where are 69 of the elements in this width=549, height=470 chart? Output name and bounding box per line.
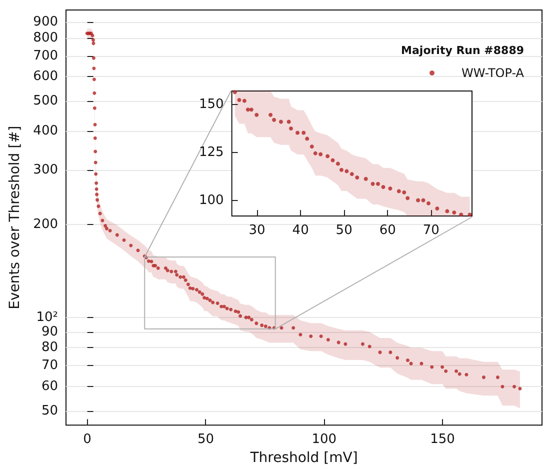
point [242,98,246,103]
point [296,130,300,135]
y-tick-label: 90 [41,324,58,340]
x-tick-label: 50 [336,223,352,238]
point [286,120,291,124]
x-tick-label: 100 [312,432,337,448]
point [435,206,440,210]
x-tick-label: 60 [379,223,396,238]
x-tick-label: 40 [292,223,309,238]
point [336,162,340,166]
y-tick-label: 125 [198,145,224,160]
point [468,212,472,217]
point [254,112,259,117]
legend-label: WW-TOP-A [462,66,525,80]
y-tick-label: 50 [41,403,58,418]
y-tick-label: 700 [33,48,58,64]
point [326,154,330,158]
point [364,176,368,181]
point [388,186,392,190]
x-tick-label: 0 [83,432,92,448]
y-tick-label: 500 [33,94,58,109]
x-tick-label: 150 [430,432,455,448]
y-tick-label: 150 [198,96,224,112]
y-tick-label: 70 [41,358,58,374]
point [344,169,349,174]
point [268,112,273,117]
point [302,130,306,135]
point [396,189,401,194]
point [370,182,375,186]
point [237,98,242,102]
point [350,172,354,176]
point [330,158,335,162]
y-tick-label: 600 [33,69,58,84]
y-tick-label: 100 [198,193,224,208]
point [232,90,237,94]
point [416,198,420,202]
point [249,108,254,112]
point [310,144,314,149]
point [406,196,410,200]
point [339,168,344,172]
y-tick-label: 60 [41,378,58,394]
point [318,152,323,156]
point [381,184,386,189]
point [288,126,293,130]
point [278,120,283,124]
point [355,176,360,180]
point [376,182,380,186]
y-tick-label: 80 [41,340,58,356]
point [452,210,456,215]
point [246,108,250,112]
y-tick-label: 900 [33,14,58,30]
y-tick-label: 200 [33,216,58,232]
point [421,198,426,202]
point [426,201,430,206]
legend-title: Majority Run #8889 [401,44,524,57]
x-tick-label: 70 [422,223,440,238]
y-tick-label: 400 [33,124,58,139]
y-tick-label: 300 [33,162,58,178]
point [445,209,450,214]
point [402,190,406,194]
point [313,151,318,156]
y-tick-label: 10² [36,310,58,326]
point [305,136,310,141]
point [272,118,276,122]
x-tick-label: 30 [248,223,266,238]
point [459,212,464,217]
y-tick-label: 800 [33,30,58,46]
y-axis-title: Events over Threshold [#] [7,126,23,310]
x-axis-title: Threshold [mV] [249,450,358,466]
